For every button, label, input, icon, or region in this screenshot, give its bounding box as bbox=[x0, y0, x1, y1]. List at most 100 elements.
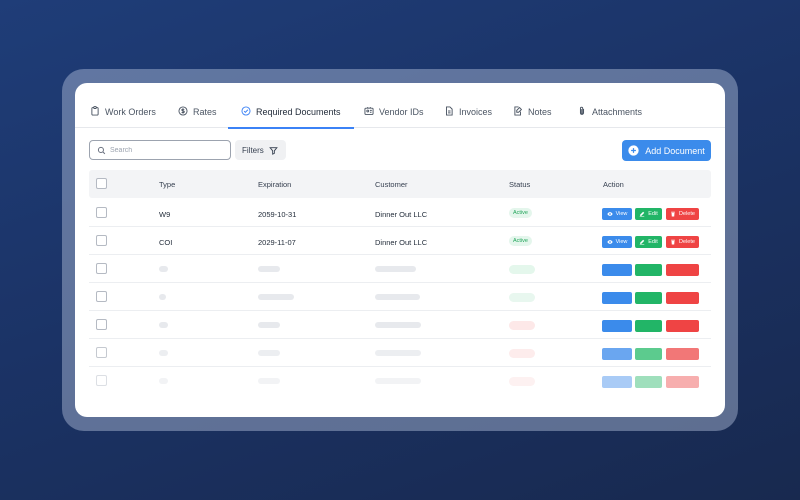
row-checkbox[interactable] bbox=[96, 263, 107, 274]
trash-icon bbox=[671, 239, 675, 245]
filters-button[interactable]: Filters bbox=[235, 140, 286, 160]
placeholder-bar bbox=[375, 294, 420, 300]
delete-label: Delete bbox=[679, 239, 695, 245]
add-document-label: Add Document bbox=[645, 145, 705, 156]
tab-invoices[interactable]: Invoices bbox=[444, 106, 493, 128]
search-icon bbox=[97, 146, 106, 154]
placeholder-delete-button[interactable] bbox=[666, 264, 699, 276]
row-checkbox[interactable] bbox=[96, 235, 107, 246]
clipboard-icon bbox=[91, 106, 99, 116]
documents-card: Work Orders Rates Required Documents Ven… bbox=[75, 83, 725, 417]
eye-icon bbox=[606, 212, 613, 216]
plus-circle-icon bbox=[628, 145, 639, 156]
placeholder-bar bbox=[258, 378, 280, 384]
note-edit-icon bbox=[514, 106, 523, 116]
edit-button[interactable]: Edit bbox=[635, 236, 662, 248]
row-checkbox[interactable] bbox=[96, 347, 107, 358]
filters-label: Filters bbox=[242, 145, 264, 155]
table-header: Type Expiration Customer Status Action bbox=[89, 170, 711, 198]
tab-required-documents[interactable]: Required Documents bbox=[228, 106, 354, 129]
column-header-expiration: Expiration bbox=[258, 180, 292, 189]
placeholder-row bbox=[89, 283, 711, 311]
tab-bar: Work Orders Rates Required Documents Ven… bbox=[75, 83, 725, 129]
tab-vendor-ids[interactable]: Vendor IDs bbox=[364, 106, 424, 128]
placeholder-edit-button[interactable] bbox=[635, 320, 662, 332]
expiration-cell: 2059-10-31 bbox=[258, 210, 297, 219]
select-all-checkbox[interactable] bbox=[96, 178, 107, 189]
column-header-customer: Customer bbox=[375, 180, 408, 189]
tab-label: Invoices bbox=[459, 107, 493, 117]
placeholder-badge bbox=[509, 293, 535, 302]
placeholder-edit-button[interactable] bbox=[635, 376, 662, 388]
placeholder-badge bbox=[509, 265, 535, 274]
placeholder-badge bbox=[509, 321, 535, 330]
search-input[interactable] bbox=[110, 146, 220, 154]
view-button[interactable]: View bbox=[602, 208, 632, 220]
placeholder-view-button[interactable] bbox=[602, 348, 632, 360]
tab-work-orders[interactable]: Work Orders bbox=[90, 106, 156, 128]
delete-button[interactable]: Delete bbox=[666, 236, 699, 248]
placeholder-delete-button[interactable] bbox=[666, 292, 699, 304]
customer-cell: Dinner Out LLC bbox=[375, 238, 428, 247]
placeholder-edit-button[interactable] bbox=[635, 264, 662, 276]
placeholder-delete-button[interactable] bbox=[666, 320, 699, 332]
placeholder-bar bbox=[375, 378, 421, 384]
placeholder-bar bbox=[159, 350, 168, 356]
edit-button[interactable]: Edit bbox=[635, 208, 662, 220]
placeholder-bar bbox=[258, 266, 280, 272]
delete-button[interactable]: Delete bbox=[666, 208, 699, 220]
add-document-button[interactable]: Add Document bbox=[622, 140, 711, 161]
row-checkbox[interactable] bbox=[96, 291, 107, 302]
placeholder-view-button[interactable] bbox=[602, 292, 632, 304]
status-badge: Active bbox=[509, 236, 532, 246]
placeholder-edit-button[interactable] bbox=[635, 348, 662, 360]
status-badge: Active bbox=[509, 208, 532, 218]
tab-attachments[interactable]: Attachments bbox=[577, 106, 643, 128]
tab-label: Required Documents bbox=[256, 107, 341, 117]
placeholder-delete-button[interactable] bbox=[666, 348, 699, 360]
type-cell: COI bbox=[159, 238, 173, 247]
view-button[interactable]: View bbox=[602, 236, 632, 248]
trash-icon bbox=[671, 211, 675, 217]
check-circle-icon bbox=[241, 106, 251, 116]
placeholder-badge bbox=[509, 349, 535, 358]
view-label: View bbox=[615, 211, 628, 217]
row-checkbox[interactable] bbox=[96, 375, 107, 386]
tab-notes[interactable]: Notes bbox=[513, 106, 552, 128]
row-checkbox[interactable] bbox=[96, 319, 107, 330]
column-header-status: Status bbox=[509, 180, 531, 189]
placeholder-view-button[interactable] bbox=[602, 264, 632, 276]
placeholder-bar bbox=[375, 322, 421, 328]
dollar-circle-icon bbox=[178, 106, 188, 116]
file-text-icon bbox=[446, 106, 453, 116]
filter-icon bbox=[268, 146, 278, 155]
expiration-cell: 2029-11-07 bbox=[258, 238, 296, 247]
column-header-type: Type bbox=[159, 180, 176, 189]
placeholder-view-button[interactable] bbox=[602, 320, 632, 332]
placeholder-bar bbox=[159, 294, 166, 300]
placeholder-badge bbox=[509, 377, 535, 386]
placeholder-bar bbox=[258, 294, 294, 300]
placeholder-view-button[interactable] bbox=[602, 376, 632, 388]
placeholder-bar bbox=[375, 266, 416, 272]
placeholder-row bbox=[89, 255, 711, 283]
tab-label: Work Orders bbox=[105, 107, 156, 117]
placeholder-delete-button[interactable] bbox=[666, 376, 699, 388]
search-box bbox=[89, 140, 231, 160]
tab-label: Vendor IDs bbox=[379, 107, 424, 117]
row-checkbox[interactable] bbox=[96, 207, 107, 218]
edit-label: Edit bbox=[648, 211, 658, 217]
type-cell: W9 bbox=[159, 210, 171, 219]
placeholder-edit-button[interactable] bbox=[635, 292, 662, 304]
placeholder-row bbox=[89, 339, 711, 367]
tab-label: Notes bbox=[528, 107, 552, 117]
placeholder-bar bbox=[258, 322, 280, 328]
placeholder-bar bbox=[159, 322, 168, 328]
tab-label: Rates bbox=[193, 107, 217, 117]
tab-label: Attachments bbox=[592, 107, 643, 117]
table-row: W9 2059-10-31 Dinner Out LLC Active View… bbox=[89, 199, 711, 227]
placeholder-bar bbox=[258, 350, 280, 356]
pencil-icon bbox=[640, 239, 645, 245]
tab-rates[interactable]: Rates bbox=[178, 106, 217, 128]
paperclip-icon bbox=[579, 106, 585, 115]
